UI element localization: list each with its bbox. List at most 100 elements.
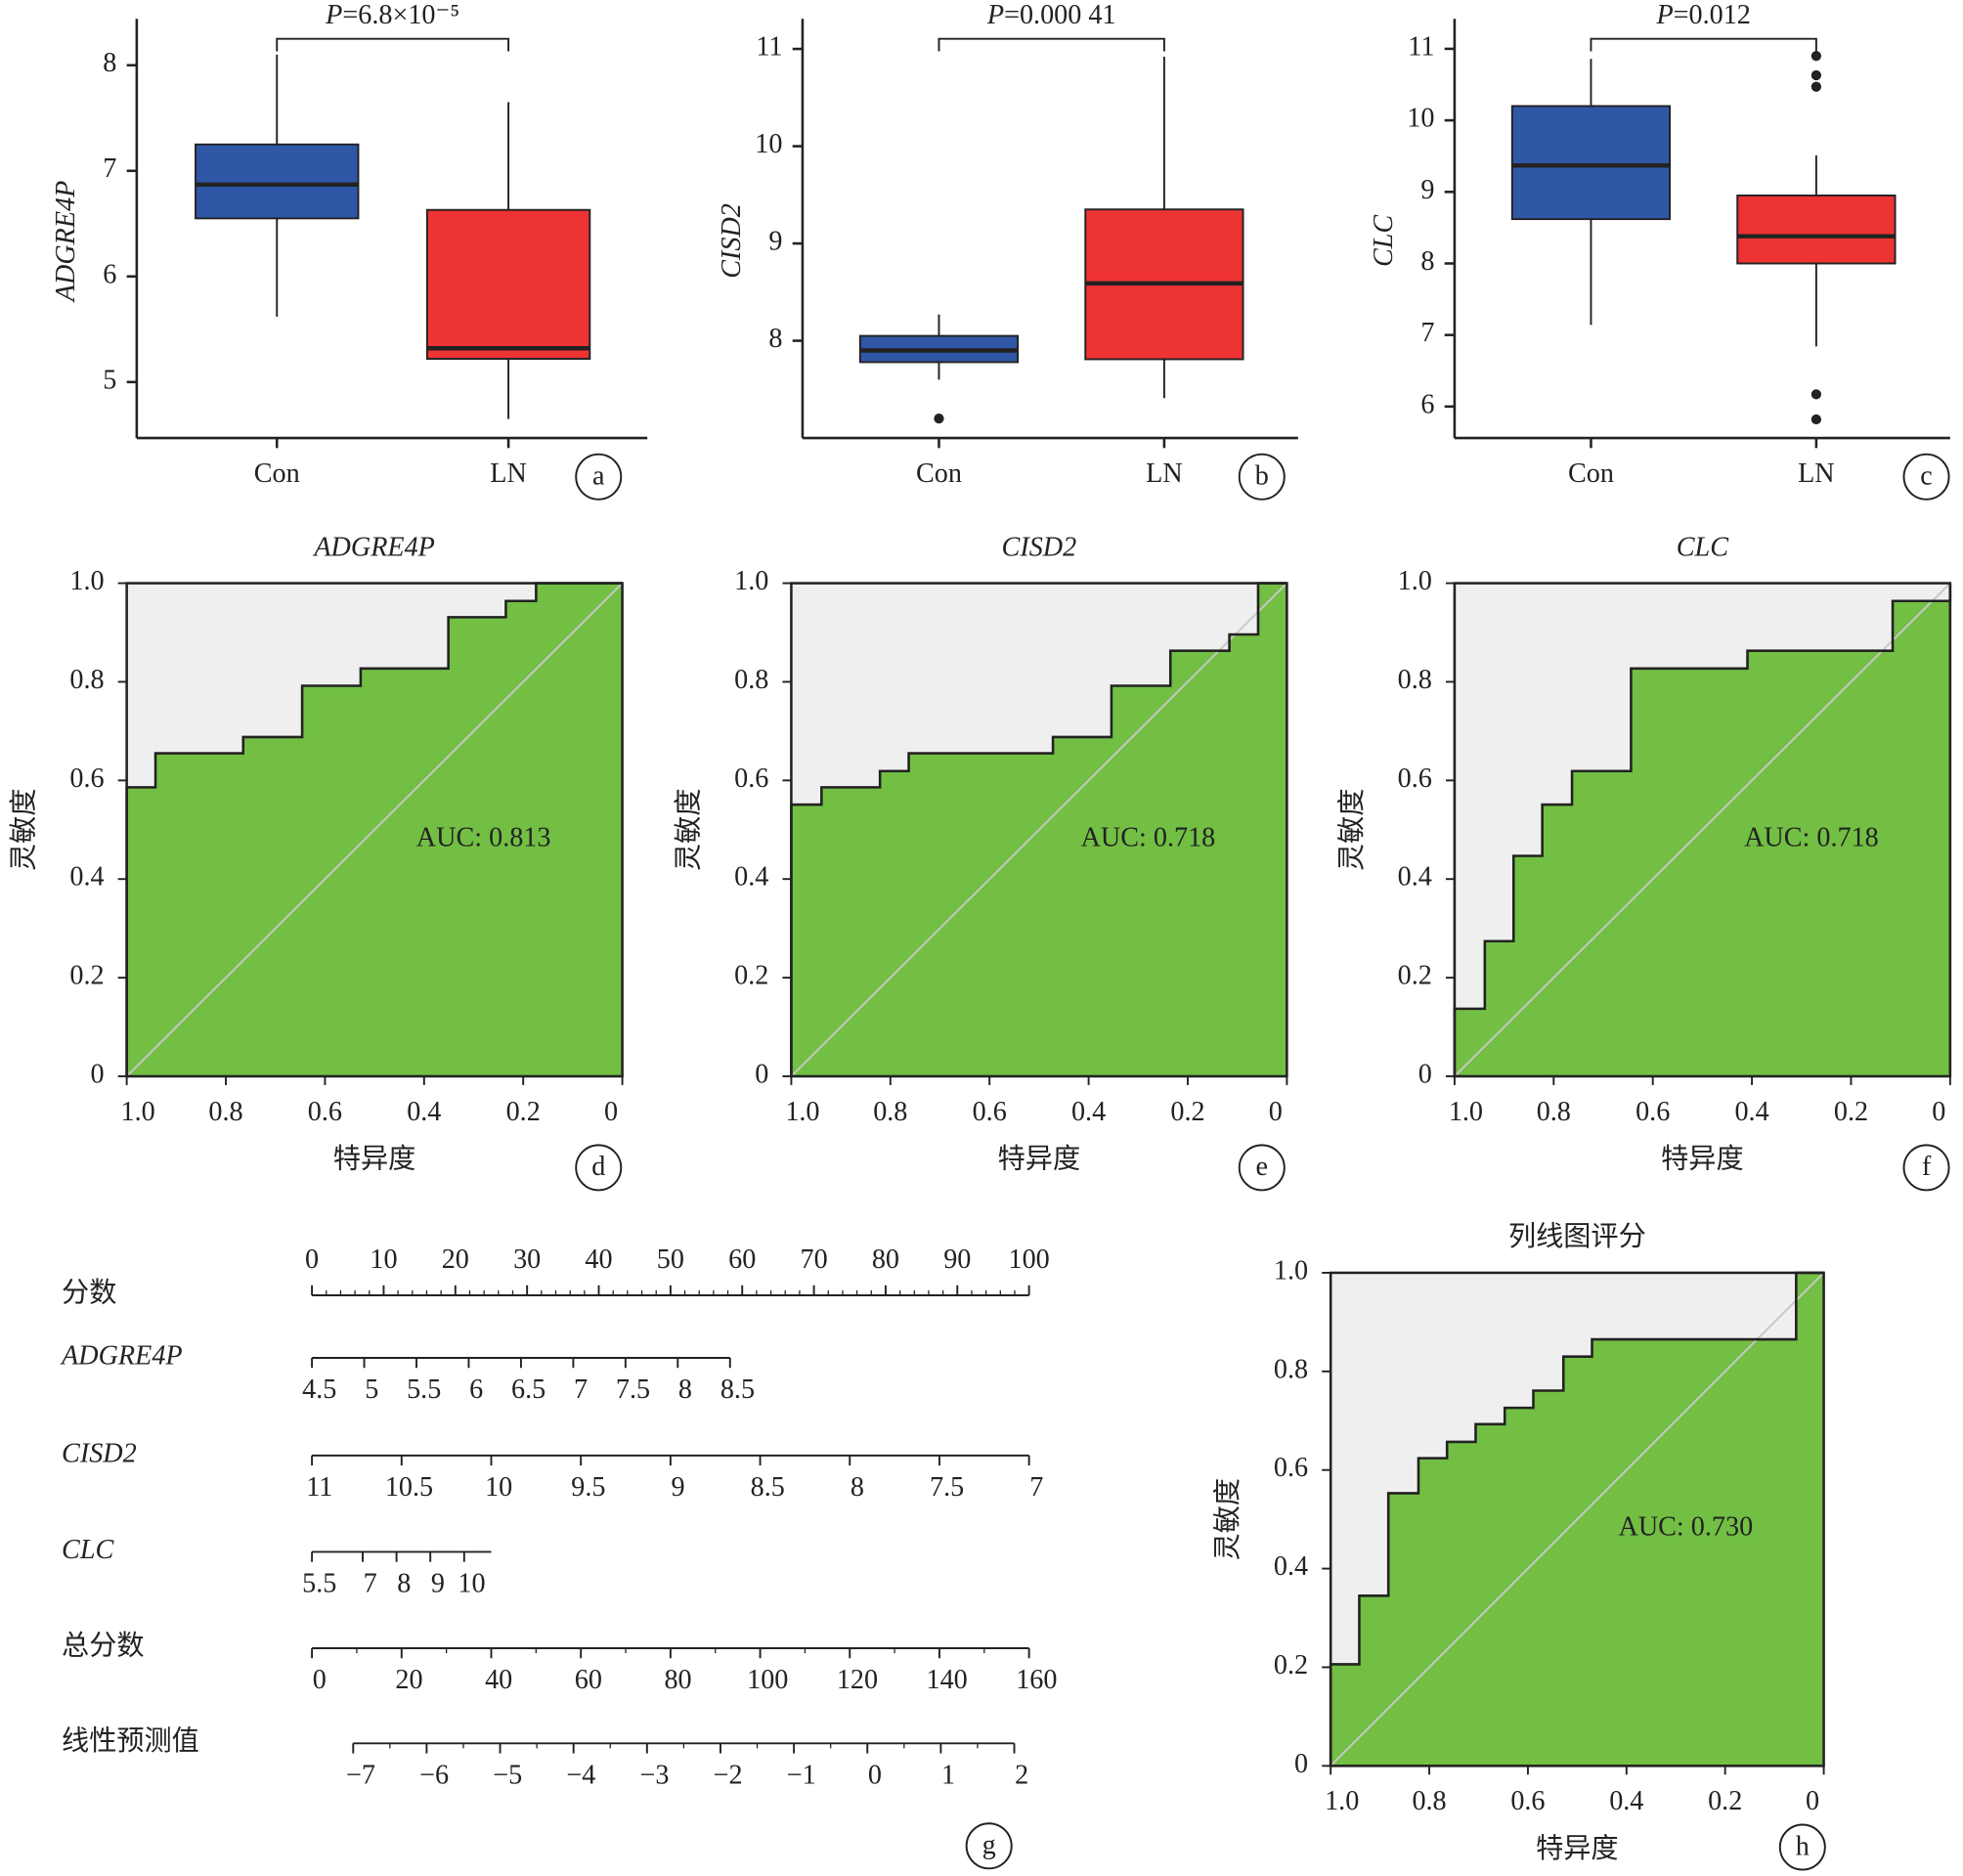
x-tick-label: 0 bbox=[604, 1097, 618, 1127]
scale-tick-label: 10.5 bbox=[385, 1472, 433, 1503]
y-tick-label: 0.2 bbox=[69, 961, 104, 991]
scale-tick-label: 60 bbox=[728, 1244, 756, 1275]
reference-diagonal bbox=[790, 582, 1288, 1077]
scale-tick-label: 7 bbox=[1029, 1472, 1043, 1503]
y-tick-label: 0.2 bbox=[1398, 961, 1432, 991]
scale-tick-label: 140 bbox=[927, 1665, 968, 1695]
scale-tick-label: 120 bbox=[837, 1665, 878, 1695]
box bbox=[425, 208, 591, 361]
roc-curve bbox=[1329, 1271, 1824, 1767]
scale-tick-label: 160 bbox=[1016, 1665, 1057, 1695]
y-tick-label: 0.8 bbox=[734, 665, 768, 695]
scale-tick-label: 10 bbox=[370, 1244, 397, 1275]
y-tick-label: 0.8 bbox=[69, 665, 104, 695]
y-tick-label: 8 bbox=[103, 48, 116, 78]
scale-tick-label: 8 bbox=[678, 1374, 692, 1405]
outlier bbox=[934, 414, 944, 424]
p-value: =0.012 bbox=[1674, 0, 1751, 30]
scale-tick-label: 9.5 bbox=[571, 1472, 605, 1503]
auc-annotation: AUC: 0.730 bbox=[1618, 1512, 1753, 1543]
scale-tick-label: 20 bbox=[442, 1244, 469, 1275]
x-tick-label: 0 bbox=[1806, 1786, 1819, 1816]
panel-circle bbox=[1902, 1144, 1950, 1192]
row-name: 总分数 bbox=[62, 1630, 144, 1661]
scale-tick-label: 90 bbox=[943, 1244, 971, 1275]
scale-tick-label: 0 bbox=[868, 1760, 882, 1790]
scale-tick-label: 9 bbox=[431, 1568, 445, 1598]
panel-label: h bbox=[1796, 1831, 1810, 1861]
x-tick-label: 0.4 bbox=[1071, 1097, 1106, 1127]
x-tick-label: LN bbox=[1146, 458, 1183, 489]
plot-frame bbox=[1329, 1271, 1825, 1767]
x-tick-label: LN bbox=[1798, 458, 1835, 489]
y-tick-label: 1.0 bbox=[1398, 566, 1432, 596]
scale-tick-label: 6 bbox=[469, 1374, 483, 1405]
y-tick-label: 0.6 bbox=[1398, 763, 1432, 794]
auc-annotation: AUC: 0.718 bbox=[1081, 822, 1216, 852]
y-tick-label: 8 bbox=[768, 324, 782, 354]
panel-label: d bbox=[591, 1152, 605, 1182]
y-axis-label: ADGRE4P bbox=[51, 181, 81, 304]
p-symbol: P bbox=[325, 0, 342, 30]
row-name: 线性预测值 bbox=[62, 1725, 199, 1757]
x-tick-label: 0.4 bbox=[1734, 1097, 1768, 1127]
scale-tick-label: −5 bbox=[493, 1760, 522, 1790]
y-tick-label: 11 bbox=[1408, 31, 1434, 62]
auc-annotation: AUC: 0.718 bbox=[1744, 822, 1879, 852]
y-tick-label: 0.2 bbox=[734, 961, 768, 991]
y-tick-label: 0.6 bbox=[734, 763, 768, 794]
outlier bbox=[1810, 414, 1822, 425]
scale-tick-label: 40 bbox=[485, 1665, 512, 1695]
x-tick-label: 0.2 bbox=[1170, 1097, 1204, 1127]
y-tick-label: 10 bbox=[755, 129, 782, 159]
row-name: CLC bbox=[62, 1535, 114, 1565]
x-tick-label: Con bbox=[916, 458, 962, 489]
y-tick-label: 6 bbox=[103, 259, 116, 289]
chart-title: 列线图评分 bbox=[1508, 1221, 1646, 1252]
y-tick-label: 7 bbox=[1420, 318, 1434, 348]
y-axis-label: 灵敏度 bbox=[673, 789, 704, 871]
y-tick-label: 5 bbox=[103, 365, 116, 395]
y-tick-label: 0.6 bbox=[69, 763, 104, 794]
y-tick-label: 0 bbox=[91, 1059, 105, 1089]
scale-tick-label: 8 bbox=[851, 1472, 864, 1503]
panel-label: e bbox=[1256, 1152, 1269, 1182]
scale-tick-label: 5.5 bbox=[302, 1568, 336, 1598]
roc-curve bbox=[790, 582, 1287, 1076]
y-tick-label: 8 bbox=[1420, 246, 1434, 277]
scale-tick-label: 7 bbox=[364, 1568, 377, 1598]
reference-diagonal bbox=[1454, 582, 1951, 1077]
scale-tick-label: −3 bbox=[640, 1760, 670, 1790]
scale-tick-label: 4.5 bbox=[302, 1374, 336, 1405]
x-tick-label: 0.8 bbox=[208, 1097, 242, 1127]
p-symbol: P bbox=[1655, 0, 1673, 30]
roc-curve bbox=[125, 582, 623, 1076]
reference-diagonal bbox=[1330, 1272, 1825, 1767]
scale-tick-label: −7 bbox=[346, 1760, 375, 1790]
y-tick-label: 1.0 bbox=[69, 566, 104, 596]
y-tick-label: 0 bbox=[1418, 1059, 1432, 1089]
chart-title: ADGRE4P bbox=[312, 532, 435, 562]
y-tick-label: 0.8 bbox=[1274, 1354, 1308, 1384]
x-axis-label: 特异度 bbox=[333, 1143, 415, 1174]
panel-label: b bbox=[1255, 461, 1269, 492]
scale-tick-label: 20 bbox=[395, 1665, 422, 1695]
x-tick-label: 1.0 bbox=[1449, 1097, 1483, 1127]
y-tick-label: 0.6 bbox=[1274, 1453, 1308, 1483]
panel-circle bbox=[575, 1144, 623, 1192]
panel-label: f bbox=[1922, 1152, 1932, 1182]
scale-tick-label: 6.5 bbox=[511, 1374, 545, 1405]
plot-frame bbox=[1453, 582, 1952, 1078]
y-tick-label: 6 bbox=[1420, 389, 1434, 419]
chart-title: CLC bbox=[1677, 532, 1729, 562]
y-axis-label: CLC bbox=[1369, 214, 1399, 267]
panel-label: c bbox=[1920, 461, 1933, 492]
x-tick-label: 0.2 bbox=[506, 1097, 541, 1127]
scale-tick-label: 11 bbox=[306, 1472, 332, 1503]
p-symbol: P bbox=[986, 0, 1004, 30]
y-tick-label: 9 bbox=[768, 227, 782, 257]
panel-circle bbox=[575, 453, 623, 501]
x-tick-label: 0.6 bbox=[308, 1097, 342, 1127]
y-tick-label: 9 bbox=[1420, 175, 1434, 205]
